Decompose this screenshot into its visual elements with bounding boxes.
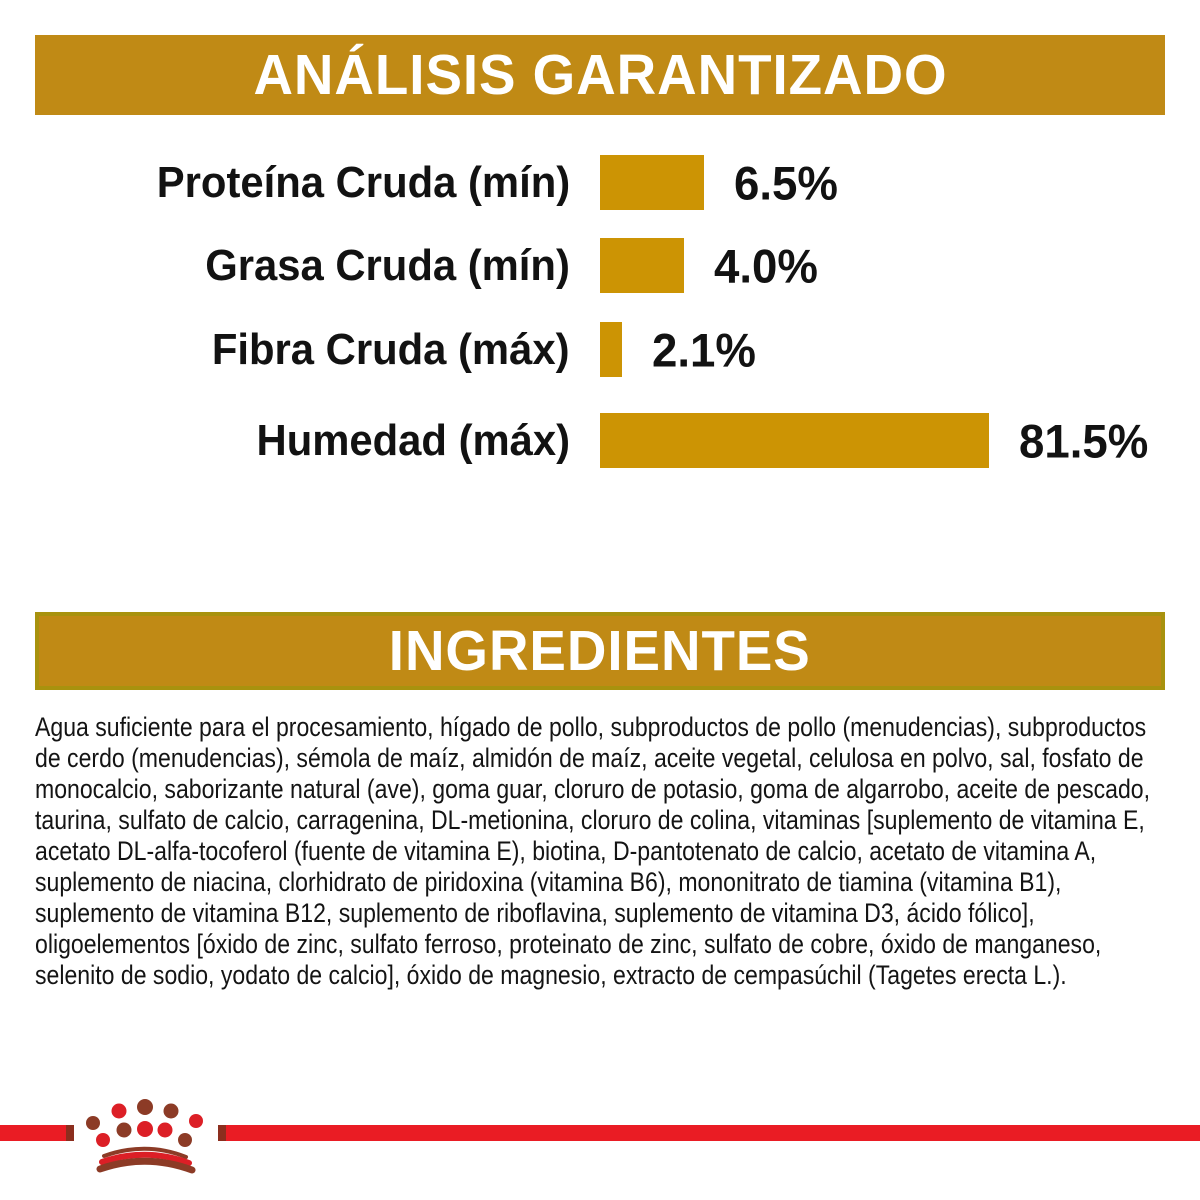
analysis-row-label: Humedad (máx) [256,415,570,465]
analysis-row-label: Grasa Cruda (mín) [205,240,570,290]
analysis-row-label: Proteína Cruda (mín) [156,157,570,207]
ingredients-header-band: INGREDIENTES [35,612,1165,690]
analysis-row-bar [600,322,622,377]
analysis-row-fiber: Fibra Cruda (máx) 2.1% [0,322,1200,377]
brand-red-stripe [0,1125,1200,1141]
analysis-row-fat: Grasa Cruda (mín) 4.0% [0,238,1200,293]
ingredients-paragraph: Agua suficiente para el procesamiento, h… [35,712,1151,990]
crown-dot [137,1121,153,1137]
analysis-row-moisture: Humedad (máx) 81.5% [0,413,1200,468]
crown-dot [137,1099,153,1115]
crown-dot [178,1133,192,1147]
guaranteed-analysis-title: ANÁLISIS GARANTIZADO [252,43,948,107]
crown-dot [111,1103,127,1119]
stripe-dark-segment-left [66,1125,75,1141]
crown-dot [86,1116,100,1130]
ingredients-title: INGREDIENTES [389,619,811,683]
crown-arc-middle [99,1151,192,1166]
stripe-dark-segment-right [217,1125,226,1141]
crown-dot [163,1103,179,1119]
analysis-row-bar [600,238,684,293]
analysis-row-value: 4.0% [714,239,818,292]
royal-canin-crown-icon [86,1099,203,1174]
crown-dot [96,1133,110,1147]
analysis-row-value: 6.5% [734,156,838,209]
analysis-row-protein: Proteína Cruda (mín) 6.5% [0,155,1200,210]
analysis-row-value: 81.5% [1019,414,1149,467]
crown-dot [157,1122,173,1138]
crown-arc-bottom [96,1157,196,1174]
crown-dot [116,1122,132,1138]
guaranteed-analysis-header-band: ANÁLISIS GARANTIZADO [35,35,1165,115]
analysis-row-bar [600,155,704,210]
crown-dot [189,1114,203,1128]
analysis-row-value: 2.1% [652,323,756,376]
analysis-row-label: Fibra Cruda (máx) [212,324,570,374]
analysis-row-bar [600,413,989,468]
crown-arc-top [102,1146,188,1159]
